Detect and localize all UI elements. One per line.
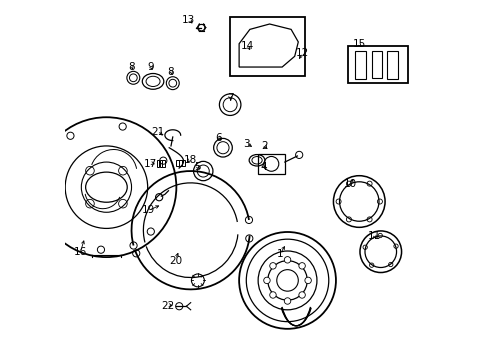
Text: 8: 8 <box>167 67 174 77</box>
Text: 2: 2 <box>261 141 267 151</box>
Bar <box>386 51 397 79</box>
Circle shape <box>298 263 305 269</box>
Text: 1: 1 <box>277 248 283 258</box>
Text: 9: 9 <box>147 62 154 72</box>
Bar <box>179 160 182 166</box>
Text: 19: 19 <box>142 206 155 216</box>
Circle shape <box>263 277 270 284</box>
Circle shape <box>284 257 290 263</box>
Bar <box>156 159 159 167</box>
Text: 16: 16 <box>74 247 87 257</box>
Text: 20: 20 <box>169 256 182 266</box>
Circle shape <box>298 292 305 298</box>
Text: 10: 10 <box>343 179 356 189</box>
Circle shape <box>269 292 276 298</box>
Bar <box>371 51 381 78</box>
Text: 13: 13 <box>182 15 195 26</box>
Text: 17: 17 <box>143 159 157 169</box>
Text: 7: 7 <box>226 93 233 103</box>
Text: 21: 21 <box>151 127 164 136</box>
Bar <box>354 51 365 79</box>
Bar <box>258 154 285 174</box>
Circle shape <box>304 277 311 284</box>
Bar <box>182 160 184 166</box>
Text: 3: 3 <box>243 139 249 149</box>
Bar <box>230 17 305 76</box>
Text: 14: 14 <box>240 41 253 50</box>
Text: 5: 5 <box>193 162 200 172</box>
Bar <box>162 159 164 167</box>
Circle shape <box>284 298 290 304</box>
Text: 12: 12 <box>295 48 308 58</box>
Text: 22: 22 <box>161 301 174 311</box>
Text: 18: 18 <box>183 155 196 165</box>
Text: 8: 8 <box>128 62 135 72</box>
Text: 6: 6 <box>215 133 222 143</box>
Bar <box>159 159 162 167</box>
Bar <box>348 45 407 83</box>
Text: 4: 4 <box>261 162 267 172</box>
Circle shape <box>269 263 276 269</box>
Bar <box>176 160 179 166</box>
Text: 15: 15 <box>352 40 365 49</box>
Text: 11: 11 <box>367 231 380 240</box>
